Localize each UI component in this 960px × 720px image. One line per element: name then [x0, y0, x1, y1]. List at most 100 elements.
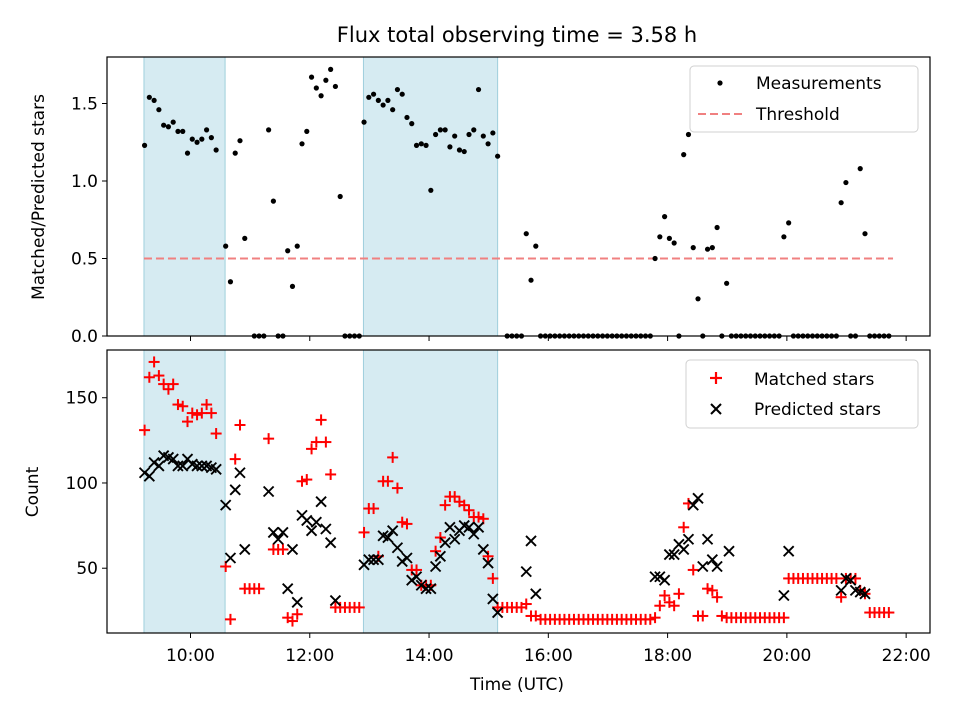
matched-star-point: [186, 407, 198, 419]
predicted-star-point: [143, 470, 156, 482]
predicted-star-point: [525, 535, 537, 547]
matched-star-point: [201, 399, 213, 411]
predicted-star-point: [449, 533, 461, 545]
measurement-point: [466, 131, 472, 138]
measurement-point: [480, 133, 486, 139]
measurement-point: [227, 279, 234, 285]
matched-star-point: [654, 600, 666, 612]
predicted-star-point: [429, 560, 442, 573]
measurement-point: [313, 85, 319, 91]
matched-star-point: [315, 414, 327, 426]
bottom-y-axis: 50 100 150: [66, 389, 107, 579]
matched-star-point: [286, 615, 298, 627]
y-tick-label: 50: [76, 559, 98, 579]
bottom-x-axis: 10:00 12:00 14:00 16:00 18:00 20:00 22:00: [166, 633, 931, 666]
chart-title: Flux total observing time = 3.58 h: [337, 23, 697, 47]
predicted-star-point: [272, 533, 284, 545]
matched-star-point: [182, 416, 194, 428]
legend-matched-marker: [710, 372, 722, 384]
legend-matched-label: Matched stars: [754, 370, 874, 390]
predicted-star-point: [210, 463, 222, 476]
matched-star-point: [396, 516, 408, 528]
predicted-star-point: [229, 484, 241, 496]
measurement-point: [203, 127, 210, 133]
measurement-point: [418, 141, 424, 147]
measurement-point: [375, 97, 381, 103]
matched-star-point: [883, 607, 895, 619]
predicted-star-point: [654, 571, 666, 583]
matched-star-point: [711, 591, 723, 603]
matched-star-point: [143, 371, 155, 383]
predicted-star-point: [315, 496, 327, 508]
predicted-star-point: [415, 579, 427, 591]
matched-star-point: [673, 588, 685, 600]
matched-star-point: [224, 613, 236, 625]
predicted-star-point: [434, 550, 447, 562]
predicted-star-point: [697, 560, 709, 573]
predicted-star-point: [487, 593, 499, 605]
measurement-point: [433, 131, 439, 138]
y-tick-label: 1.0: [71, 172, 98, 192]
legend-measurements-marker: [717, 80, 723, 86]
predicted-star-point: [382, 531, 394, 544]
matched-star-point: [387, 451, 399, 463]
measurement-point: [213, 147, 219, 153]
predicted-star-point: [477, 543, 489, 556]
predicted-star-point: [324, 536, 337, 549]
predicted-star-point: [262, 485, 275, 498]
matched-star-point: [716, 610, 728, 622]
measurement-point: [662, 214, 668, 220]
predicted-star-point: [363, 554, 375, 566]
measurement-point: [786, 220, 792, 226]
matched-star-point: [697, 610, 709, 622]
matched-star-point: [229, 453, 241, 465]
measurement-point: [328, 66, 334, 72]
y-tick-label: 150: [66, 389, 98, 409]
matched-star-point: [520, 598, 532, 610]
measurement-point: [304, 128, 310, 134]
measurement-point: [471, 127, 477, 133]
measurement-point: [156, 107, 162, 113]
measurement-point: [485, 141, 491, 147]
predicted-star-point: [267, 526, 280, 539]
bottom-plot-frame: [106, 349, 931, 634]
x-tick-label: 10:00: [166, 646, 215, 666]
legend-threshold-label: Threshold: [755, 105, 840, 125]
measurement-point: [452, 133, 458, 139]
predicted-star-point: [282, 583, 294, 595]
predicted-star-point: [177, 460, 189, 472]
bottom-legend-box: [685, 359, 919, 429]
predicted-star-point: [439, 536, 451, 549]
predicted-star-point: [301, 514, 313, 527]
measurement-point: [490, 130, 496, 136]
predicted-star-point: [148, 456, 160, 469]
predicted-star-point: [835, 584, 847, 597]
matched-star-point: [296, 475, 308, 487]
predicted-star-point: [663, 548, 676, 561]
predicted-star-point: [468, 528, 480, 540]
measurement-point: [857, 166, 863, 172]
matched-star-point: [158, 378, 170, 390]
top-legend: Measurements Threshold: [689, 65, 919, 133]
matched-star-point: [830, 572, 842, 584]
matched-star-point: [277, 543, 289, 555]
measurement-point: [685, 131, 692, 138]
measurement-point: [447, 144, 453, 150]
measurement-point: [223, 243, 229, 249]
predicted-star-point: [658, 574, 671, 586]
measurement-point: [423, 142, 429, 148]
measurement-point: [657, 234, 663, 240]
matched-star-point: [320, 436, 332, 448]
measurement-point: [695, 296, 701, 302]
predicted-star-point: [196, 460, 208, 472]
measurement-point: [370, 91, 377, 97]
top-legend-box: [689, 65, 919, 133]
predicted-star-point: [220, 499, 232, 511]
predicted-star-point: [482, 557, 494, 569]
measurement-point: [404, 114, 410, 121]
predicted-star-point: [530, 588, 542, 600]
measurement-point: [308, 74, 315, 80]
bottom-y-axis-label: Count: [23, 466, 43, 517]
predicted-star-point: [692, 492, 704, 504]
x-tick-label: 14:00: [405, 646, 454, 666]
